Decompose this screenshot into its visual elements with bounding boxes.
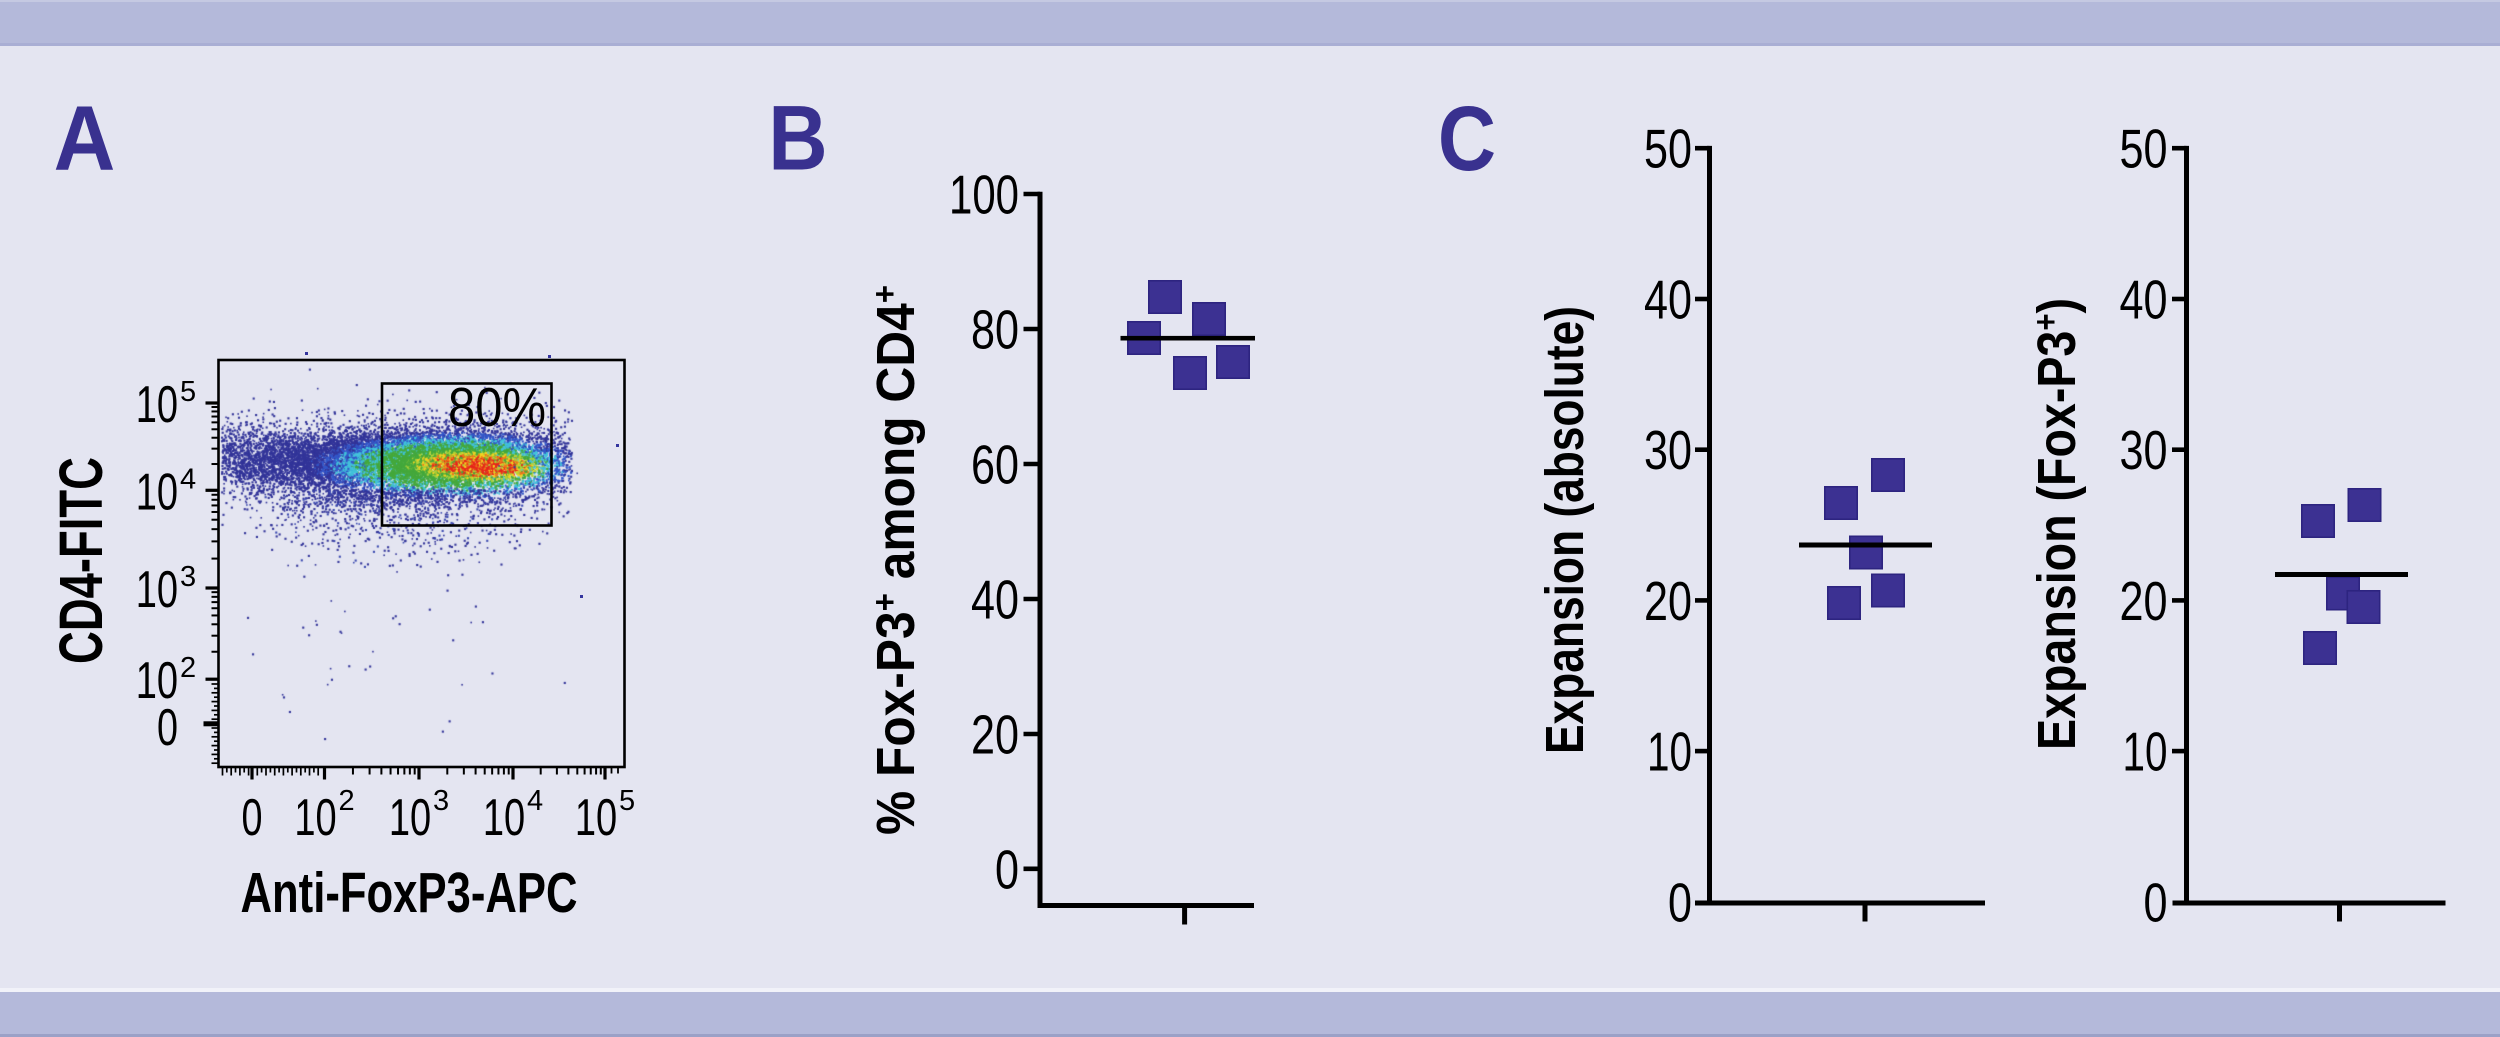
svg-text:Anti-FoxP3-APC: Anti-FoxP3-APC (241, 861, 578, 925)
svg-text:100: 100 (949, 164, 1019, 226)
svg-text:10: 10 (136, 652, 178, 710)
svg-text:C: C (1438, 88, 1496, 190)
svg-text:5: 5 (180, 376, 196, 408)
svg-text:0: 0 (157, 699, 178, 757)
svg-text:10: 10 (575, 789, 617, 847)
svg-text:0: 0 (242, 789, 263, 847)
svg-text:10: 10 (294, 789, 336, 847)
svg-text:10: 10 (2123, 721, 2168, 783)
svg-text:0: 0 (1668, 871, 1692, 933)
svg-text:A: A (54, 88, 116, 190)
svg-text:0: 0 (2144, 871, 2168, 933)
svg-text:50: 50 (1644, 118, 1692, 180)
svg-text:10: 10 (483, 789, 525, 847)
svg-text:10: 10 (136, 376, 178, 434)
svg-text:20: 20 (1644, 570, 1692, 632)
svg-text:80: 80 (971, 299, 1019, 361)
svg-text:50: 50 (2120, 118, 2168, 180)
svg-text:5: 5 (619, 785, 635, 817)
svg-text:% Fox-P3+ among CD4+: % Fox-P3+ among CD4+ (866, 285, 926, 835)
svg-text:40: 40 (2120, 269, 2168, 331)
svg-text:4: 4 (180, 463, 196, 495)
svg-text:2: 2 (339, 785, 355, 817)
svg-text:10: 10 (1647, 721, 1692, 783)
svg-text:20: 20 (2120, 570, 2168, 632)
svg-text:80%: 80% (448, 376, 546, 438)
svg-text:40: 40 (1644, 269, 1692, 331)
svg-text:10: 10 (389, 789, 431, 847)
svg-text:30: 30 (1644, 419, 1692, 481)
svg-text:Expansion (Fox-P3+): Expansion (Fox-P3+) (2027, 298, 2087, 750)
svg-text:B: B (768, 88, 827, 190)
svg-text:2: 2 (180, 652, 196, 684)
svg-text:20: 20 (971, 704, 1019, 766)
svg-text:3: 3 (180, 561, 196, 593)
svg-text:30: 30 (2120, 419, 2168, 481)
svg-text:0: 0 (995, 838, 1019, 900)
svg-text:4: 4 (527, 785, 543, 817)
svg-text:Expansion (absolute): Expansion (absolute) (1535, 306, 1595, 754)
svg-text:CD4-FITC: CD4-FITC (47, 457, 115, 664)
svg-text:10: 10 (136, 463, 178, 521)
svg-text:10: 10 (136, 561, 178, 619)
svg-text:3: 3 (433, 785, 449, 817)
svg-text:60: 60 (971, 434, 1019, 496)
svg-text:40: 40 (971, 569, 1019, 631)
